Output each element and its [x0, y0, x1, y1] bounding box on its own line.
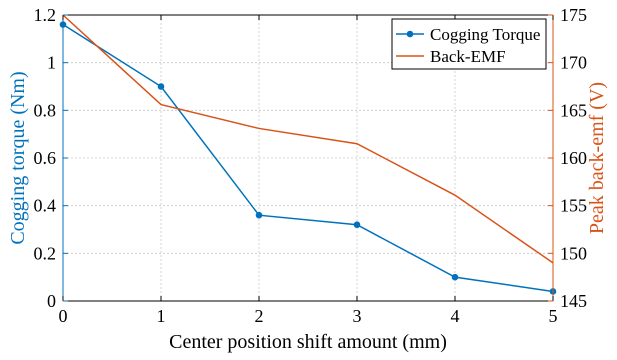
y-right-tick-label: 145	[560, 291, 587, 311]
x-tick-label: 3	[353, 306, 362, 326]
legend-label-cogging-torque: Cogging Torque	[430, 25, 540, 44]
y-left-tick-label: 0.8	[34, 100, 57, 120]
x-tick-label: 0	[59, 306, 68, 326]
data-point-cogging-torque	[255, 211, 263, 219]
data-point-cogging-torque	[157, 83, 165, 90]
legend-entry-back-emf: Back-EMF	[396, 47, 506, 66]
y-right-tick-label: 155	[560, 196, 587, 216]
y-axis-right-label: Peak back-emf (V)	[586, 82, 608, 234]
legend-marker-cogging-torque	[406, 30, 414, 38]
ticks: 0 1 2 3 4 5 0 0.2 0.4 0.6 0.8 1 1.2 145 150 155 160 165 17…	[34, 5, 588, 326]
x-tick-label: 5	[549, 306, 558, 326]
y-axis-left-label: Cogging torque (Nm)	[7, 71, 29, 244]
y-left-tick-label: 0	[47, 291, 56, 311]
x-tick-label: 2	[255, 306, 264, 326]
series-line-back-emf	[62, 14, 554, 264]
y-left-tick-label: 0.2	[34, 243, 57, 263]
series-layer	[59, 14, 557, 295]
y-left-tick-label: 1	[47, 53, 56, 73]
series-line-cogging-torque	[62, 23, 554, 293]
y-right-tick-label: 170	[560, 53, 587, 73]
y-left-tick-label: 0.4	[34, 196, 57, 216]
x-tick-label: 4	[451, 306, 460, 326]
y-right-tick-label: 165	[560, 100, 587, 120]
y-right-tick-label: 150	[560, 243, 587, 263]
y-left-tick-label: 1.2	[34, 5, 57, 25]
data-point-cogging-torque	[451, 273, 459, 281]
legend-entry-cogging-torque: Cogging Torque	[396, 25, 540, 44]
y-left-tick-label: 0.6	[34, 148, 57, 168]
y-right-tick-label: 160	[560, 148, 587, 168]
y-right-tick-label: 175	[560, 5, 587, 25]
legend-box	[391, 18, 547, 70]
data-point-cogging-torque	[353, 221, 361, 229]
legend: Cogging Torque Back-EMF	[391, 18, 547, 70]
x-tick-label: 1	[157, 306, 166, 326]
x-axis-label: Center position shift amount (mm)	[169, 331, 447, 353]
legend-label-back-emf: Back-EMF	[430, 47, 506, 66]
